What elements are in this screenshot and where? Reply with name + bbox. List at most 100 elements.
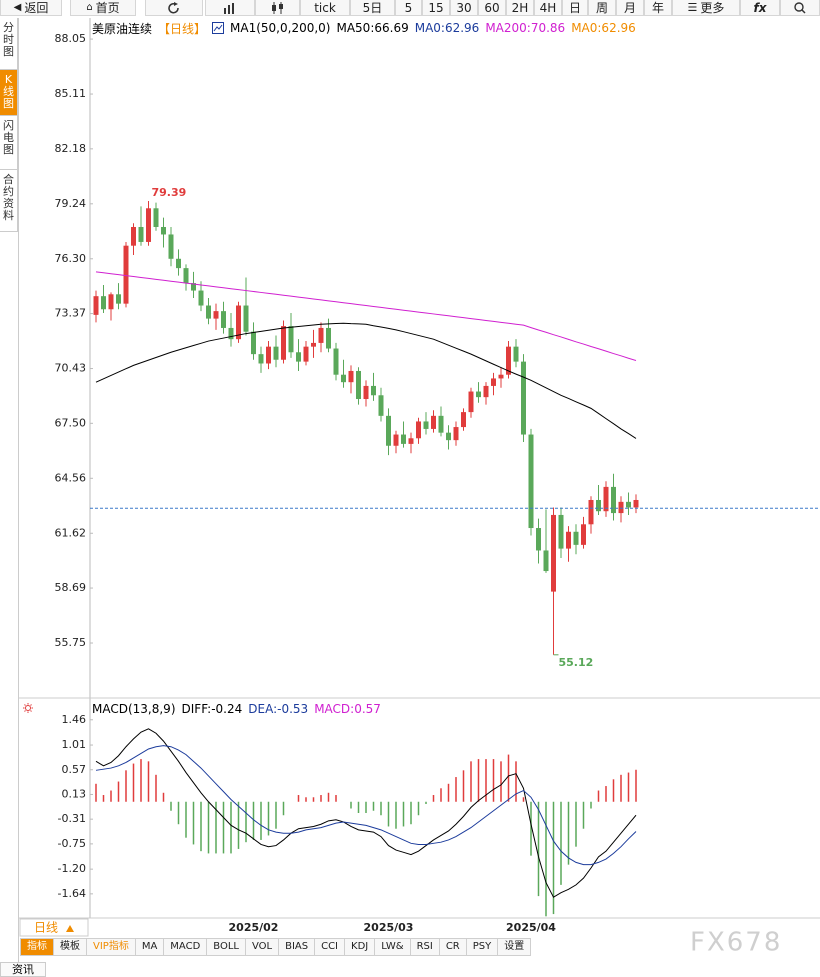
macd-bar bbox=[132, 763, 135, 802]
period-button[interactable]: 2H bbox=[506, 0, 534, 16]
period-button[interactable]: 周 bbox=[588, 0, 616, 16]
period-button[interactable]: 月 bbox=[616, 0, 644, 16]
period-button[interactable]: 5日 bbox=[350, 0, 395, 16]
candle-body bbox=[266, 346, 271, 364]
x-tick-label: 2025/02 bbox=[229, 921, 279, 934]
macd-bar bbox=[125, 770, 127, 802]
y-tick-label: 76.30 bbox=[55, 252, 87, 265]
macd-bar bbox=[425, 801, 427, 805]
indicator-tab[interactable]: VIP指标 bbox=[87, 938, 136, 956]
period-button[interactable]: 年 bbox=[644, 0, 672, 16]
macd-bar bbox=[245, 801, 247, 843]
period-button[interactable]: 日 bbox=[562, 0, 588, 16]
candle-body bbox=[423, 421, 429, 429]
period-button[interactable]: 30 bbox=[450, 0, 478, 16]
sidebar-tab[interactable]: 闪电图 bbox=[0, 116, 18, 170]
candle-body bbox=[153, 208, 159, 227]
macd-bar bbox=[357, 801, 360, 813]
macd-bar bbox=[635, 769, 637, 802]
macd-bar bbox=[492, 759, 495, 802]
diff-line bbox=[95, 728, 637, 898]
indicator-tab[interactable]: 设置 bbox=[498, 938, 532, 956]
candle-body bbox=[408, 438, 414, 444]
sidebar-tab[interactable]: 分时图 bbox=[0, 18, 18, 70]
candle-body bbox=[123, 245, 129, 304]
candle-body bbox=[243, 305, 249, 332]
x-tick-label: 2025/03 bbox=[364, 921, 414, 934]
indicator-tab[interactable]: BOLL bbox=[207, 938, 246, 956]
candle-body bbox=[438, 415, 444, 433]
candle-body bbox=[168, 234, 174, 259]
indicator-tab[interactable]: VOL bbox=[245, 938, 280, 956]
y-tick-label: -0.75 bbox=[58, 837, 86, 850]
sidebar-border bbox=[18, 18, 19, 963]
period-button[interactable]: 5 bbox=[395, 0, 422, 16]
period-button[interactable]: 15 bbox=[422, 0, 450, 16]
macd-bar bbox=[402, 801, 405, 827]
candle-body bbox=[543, 550, 549, 572]
sidebar-tab[interactable]: 合约资料 bbox=[0, 170, 18, 232]
y-tick-label: 70.43 bbox=[55, 362, 87, 375]
candle-body bbox=[521, 361, 526, 435]
candle-body bbox=[581, 524, 586, 545]
refresh-button[interactable] bbox=[145, 0, 203, 16]
y-tick-label: 61.62 bbox=[55, 526, 87, 539]
candle-body bbox=[468, 391, 474, 413]
more-button[interactable]: ☰ 更多 bbox=[672, 0, 740, 16]
y-tick-label: 67.50 bbox=[55, 416, 87, 429]
indicator-tab[interactable]: LW& bbox=[375, 938, 411, 956]
candle-body bbox=[228, 327, 234, 340]
back-button[interactable]: ◀ 返回 bbox=[0, 0, 62, 16]
indicator-tab[interactable]: CCI bbox=[315, 938, 346, 956]
indicator-tab[interactable]: RSI bbox=[410, 938, 440, 956]
period-button[interactable]: tick bbox=[300, 0, 350, 16]
macd-bar bbox=[185, 801, 187, 838]
period-button[interactable]: 60 bbox=[478, 0, 506, 16]
macd-bar bbox=[372, 801, 375, 811]
candle-body bbox=[311, 342, 316, 347]
macd-bar bbox=[207, 801, 210, 854]
candle-body bbox=[161, 226, 166, 235]
candle-body bbox=[138, 226, 144, 242]
indicator-tab[interactable]: CR bbox=[439, 938, 467, 956]
indicator-tab[interactable]: 模板 bbox=[54, 938, 87, 956]
candle-body bbox=[386, 415, 391, 446]
y-tick-label: -1.20 bbox=[58, 862, 86, 875]
indicator-tab[interactable]: PSY bbox=[466, 938, 499, 956]
indicator-tab[interactable]: MACD bbox=[164, 938, 208, 956]
candle-button[interactable] bbox=[255, 0, 300, 16]
macd-bar bbox=[410, 801, 412, 825]
footer-tab[interactable]: 资讯 bbox=[0, 962, 46, 977]
candle-body bbox=[206, 305, 211, 319]
legend-entry: MA50:66.69 bbox=[336, 21, 409, 35]
indicator-tab[interactable]: MA bbox=[135, 938, 165, 956]
macd-bar bbox=[260, 801, 262, 840]
macd-bar bbox=[350, 801, 352, 809]
chart-header: 美原油连续 【日线】 MA1(50,0,200,0) MA50:66.69 MA0… bbox=[92, 20, 636, 36]
candle-body bbox=[611, 486, 616, 514]
indicator-tab[interactable]: KDJ bbox=[345, 938, 376, 956]
candle-body bbox=[341, 374, 346, 383]
macd-bar bbox=[597, 790, 600, 802]
home-button[interactable]: ⌂ 首页 bbox=[70, 0, 136, 16]
macd-bar bbox=[530, 801, 532, 856]
candle-body bbox=[191, 283, 196, 291]
candle-body bbox=[491, 378, 496, 386]
indicator-tab[interactable]: BIAS bbox=[279, 938, 316, 956]
candle-body bbox=[303, 346, 309, 362]
formula-button[interactable]: fx bbox=[740, 0, 780, 16]
candle-body bbox=[626, 501, 631, 508]
macd-bar bbox=[327, 792, 330, 802]
macd-bar bbox=[522, 797, 525, 802]
sidebar-tab-active[interactable]: K线图 bbox=[0, 70, 18, 116]
indicator-tab[interactable]: 指标 bbox=[20, 938, 54, 956]
macd-bar bbox=[365, 801, 367, 813]
macd-bar bbox=[612, 779, 615, 802]
period-button[interactable]: 4H bbox=[534, 0, 562, 16]
macd-header: MACD(13,8,9) DIFF:-0.24 DEA:-0.53 MACD:0.5… bbox=[92, 701, 381, 717]
candle-body bbox=[176, 258, 181, 269]
dea-line bbox=[95, 745, 637, 866]
bar-chart-button[interactable] bbox=[205, 0, 255, 16]
candle-body bbox=[108, 294, 114, 310]
